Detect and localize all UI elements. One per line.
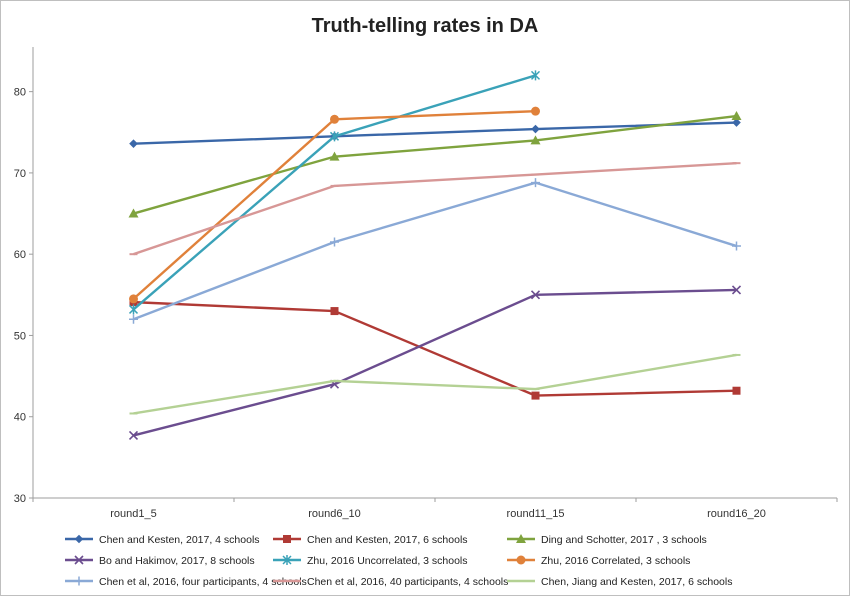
- series-ding-and-schotter-2017-3-schools: [128, 111, 742, 218]
- x-tick-label: round6_10: [308, 508, 361, 520]
- y-tick-label: 80: [14, 87, 26, 99]
- data-point: [129, 314, 138, 324]
- legend-marker: [74, 576, 84, 586]
- legend-marker: [74, 534, 84, 544]
- legend-item: Zhu, 2016 Uncorrelated, 3 schools: [273, 555, 468, 567]
- data-point: [129, 139, 138, 148]
- series-line: [133, 300, 737, 397]
- series-line: [133, 161, 737, 256]
- legend-item: Chen and Kesten, 2017, 4 schools: [65, 534, 260, 546]
- data-point: [128, 208, 139, 218]
- legend-label: Bo and Hakimov, 2017, 8 schools: [99, 555, 255, 567]
- series-line: [133, 288, 737, 437]
- data-point: [129, 294, 138, 304]
- data-point: [732, 118, 741, 127]
- x-tick-label: round11_15: [507, 508, 565, 520]
- series-lines: [128, 70, 742, 440]
- series-chen-jiang-and-kesten-2017-6-schools: [129, 353, 741, 415]
- data-point: [732, 241, 741, 251]
- legend-marker: [283, 535, 291, 543]
- data-point: [530, 70, 541, 81]
- series-chen-et-al-2016-40-participants-4-schools: [129, 161, 741, 256]
- data-point: [329, 151, 340, 161]
- legend-label: Chen, Jiang and Kesten, 2017, 6 schools: [541, 576, 732, 588]
- series-chen-et-al-2016-four-participants-4-schools: [129, 178, 741, 324]
- y-tick-label: 70: [14, 168, 26, 180]
- data-point: [531, 178, 540, 188]
- legend-label: Ding and Schotter, 2017 , 3 schools: [541, 534, 707, 546]
- data-point: [530, 135, 541, 145]
- legend-label: Zhu, 2016 Correlated, 3 schools: [541, 555, 690, 567]
- legend-marker: [282, 555, 292, 565]
- legend-marker: [516, 555, 526, 565]
- data-point: [731, 111, 742, 121]
- legend-label: Chen et al, 2016, 40 participants, 4 sch…: [307, 576, 508, 588]
- series-line: [133, 121, 737, 145]
- chart-title: Truth-telling rates in DA: [312, 15, 539, 37]
- data-point: [128, 430, 139, 440]
- data-point: [731, 285, 742, 295]
- y-tick-label: 40: [14, 412, 26, 424]
- legend-marker: [74, 555, 84, 565]
- data-point: [530, 290, 541, 300]
- data-point: [330, 237, 339, 247]
- series-zhu-2016-correlated-3-schools: [129, 106, 540, 304]
- legend-label: Zhu, 2016 Uncorrelated, 3 schools: [307, 555, 468, 567]
- data-point: [329, 131, 340, 142]
- legend-item: Chen and Kesten, 2017, 6 schools: [273, 534, 468, 546]
- series-line: [133, 181, 737, 321]
- series-line: [133, 353, 737, 415]
- legend-item: Ding and Schotter, 2017 , 3 schools: [507, 534, 707, 546]
- data-point: [330, 307, 339, 316]
- legend: Chen and Kesten, 2017, 4 schools Chen and…: [65, 534, 732, 588]
- series-line: [133, 114, 737, 215]
- series-line: [132, 74, 536, 311]
- data-point: [531, 124, 540, 134]
- legend-item: Chen, Jiang and Kesten, 2017, 6 schools: [507, 576, 732, 588]
- data-point: [330, 114, 339, 124]
- legend-item: Bo and Hakimov, 2017, 8 schools: [65, 555, 255, 567]
- x-tick-label: round1_5: [110, 508, 157, 520]
- data-point: [531, 391, 540, 400]
- axes: 30 40 50 60 70 80 round1_5 round6_10 round11_15 r…: [14, 47, 838, 520]
- series-zhu-2016-uncorrelated-3-schools: [128, 70, 541, 315]
- series-bo-and-hakimov-2017-8-schools: [128, 285, 742, 440]
- series-chen-and-kesten-2017-4-schools: [129, 118, 741, 148]
- data-point: [531, 106, 540, 116]
- legend-label: Chen et al, 2016, four participants, 4 s…: [99, 576, 307, 588]
- legend-label: Chen and Kesten, 2017, 4 schools: [99, 534, 260, 546]
- data-point: [128, 304, 139, 315]
- data-point: [732, 386, 741, 395]
- y-tick-label: 30: [14, 493, 26, 505]
- y-tick-label: 60: [14, 249, 26, 261]
- legend-marker: [516, 534, 526, 543]
- x-tick-label: round16_20: [707, 508, 766, 520]
- y-tick-label: 50: [14, 330, 26, 342]
- legend-item: Zhu, 2016 Correlated, 3 schools: [507, 555, 690, 567]
- legend-item: Chen et al, 2016, 40 participants, 4 sch…: [273, 576, 508, 588]
- legend-label: Chen and Kesten, 2017, 6 schools: [307, 534, 468, 546]
- legend-item: Chen et al, 2016, four participants, 4 s…: [65, 576, 307, 588]
